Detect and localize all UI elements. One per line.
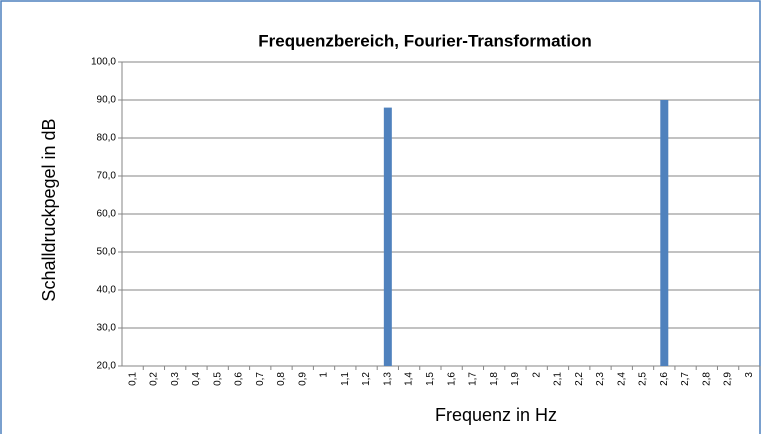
x-tick-label: 0,4 [191,372,202,386]
x-tick-label: 0,6 [234,372,245,386]
x-tick-label: 0,5 [212,372,223,386]
y-tick-label: 30,0 [97,323,117,334]
x-tick-label: 1,7 [468,372,479,386]
x-tick-label: 1,3 [382,372,393,386]
x-tick-label: 0,8 [276,372,287,386]
x-tick-label: 1,2 [361,372,372,386]
x-axis-label: Frequenz in Hz [435,405,557,425]
x-tick-label: 0,3 [170,372,181,386]
x-tick-label: 1,4 [404,372,415,386]
x-tick-label: 2,3 [595,372,606,386]
x-tick-label: 1,1 [340,372,351,386]
x-tick-label: 2 [531,372,542,378]
bar [660,100,669,366]
x-tick-label: 2,5 [638,372,649,386]
x-tick-label: 2,6 [659,372,670,386]
x-tick-label: 0,2 [149,372,160,386]
x-tick-label: 2,1 [553,372,564,386]
y-tick-label: 100,0 [91,57,116,68]
y-tick-label: 20,0 [97,361,117,372]
y-tick-label: 50,0 [97,247,117,258]
y-tick-label: 90,0 [97,95,117,106]
x-tick-label: 0,1 [127,372,138,386]
y-tick-label: 60,0 [97,209,117,220]
x-tick-label: 0,9 [297,372,308,386]
y-tick-label: 70,0 [97,171,117,182]
x-tick-label: 3 [744,372,755,378]
x-tick-label: 2,2 [574,372,585,386]
y-tick-label: 80,0 [97,133,117,144]
y-tick-label: 40,0 [97,285,117,296]
x-tick-label: 2,4 [616,372,627,386]
x-tick-label: 2,9 [723,372,734,386]
x-tick-label: 0,7 [255,372,266,386]
x-tick-label: 1,6 [446,372,457,386]
x-tick-label: 1,9 [510,372,521,386]
x-tick-label: 2,8 [701,372,712,386]
x-tick-label: 2,7 [680,372,691,386]
x-tick-label: 1 [319,372,330,378]
y-axis-label: Schalldruckpegel in dB [39,118,59,301]
bar [383,107,392,366]
x-tick-label: 1,8 [489,372,500,386]
chart-title: Frequenzbereich, Fourier-Transformation [258,31,591,50]
x-tick-label: 1,5 [425,372,436,386]
